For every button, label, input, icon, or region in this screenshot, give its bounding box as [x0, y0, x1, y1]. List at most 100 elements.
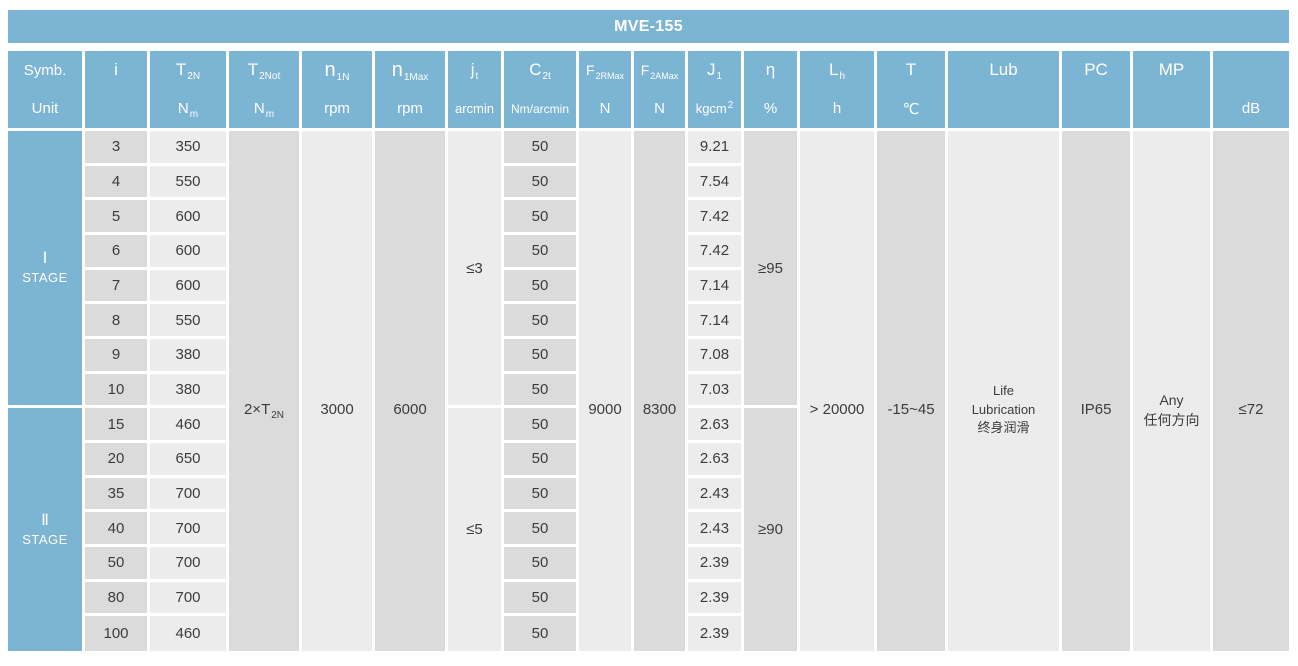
lub-span: Life Lubrication 终身润滑: [948, 131, 1062, 651]
c2t-cell: 50: [504, 546, 579, 582]
j1-cell: 2.63: [688, 408, 744, 443]
j1-cell: 7.14: [688, 269, 744, 305]
n1n-span: 3000: [302, 131, 375, 651]
t2n-cell: 650: [150, 442, 229, 478]
i-cell: 100: [85, 616, 150, 651]
i-cell: 7: [85, 269, 150, 305]
j1-cell: 9.21: [688, 131, 744, 166]
i-cell: 6: [85, 234, 150, 270]
header-col-Lub: Lub: [948, 51, 1062, 128]
jt-stage-2: ≤5: [448, 408, 504, 651]
c2t-cell: 50: [504, 234, 579, 270]
i-cell: 80: [85, 581, 150, 617]
header-col-T2N: T2N Nm: [150, 51, 229, 128]
c2t-cell: 50: [504, 269, 579, 305]
c2t-cell: 50: [504, 165, 579, 201]
eta-stage-2: ≥90: [744, 408, 800, 651]
db-span: ≤72: [1213, 131, 1289, 651]
pc-span: IP65: [1062, 131, 1133, 651]
header-col-J1: J1 kgcm2: [688, 51, 744, 128]
header-col-C2t: C2t Nm/arcmin: [504, 51, 579, 128]
stage-2-label: Ⅱ STAGE: [8, 408, 85, 651]
table-title: MVE-155: [8, 10, 1289, 43]
symbol-row-label: Symb.: [23, 61, 67, 79]
header-col-MP: MP: [1133, 51, 1213, 128]
header-col-i: i: [85, 51, 150, 128]
header-col-F2RMax: F2RMax N: [579, 51, 634, 128]
j1-cell: 2.39: [688, 581, 744, 617]
c2t-cell: 50: [504, 442, 579, 478]
jt-stage-1: ≤3: [448, 131, 504, 409]
i-cell: 50: [85, 546, 150, 582]
t2n-cell: 380: [150, 373, 229, 409]
j1-cell: 7.54: [688, 165, 744, 201]
j1-cell: 7.14: [688, 304, 744, 339]
header-col-T2Not: T2Not Nm: [229, 51, 302, 128]
t2n-cell: 460: [150, 408, 229, 443]
i-cell: 35: [85, 477, 150, 513]
header-col-n1Max: n1Max rpm: [375, 51, 448, 128]
c2t-cell: 50: [504, 200, 579, 235]
i-cell: 40: [85, 512, 150, 547]
c2t-cell: 50: [504, 338, 579, 374]
header-col-jt: jt arcmin: [448, 51, 504, 128]
t2not-span: 2×T2N: [229, 131, 302, 651]
j1-cell: 7.03: [688, 373, 744, 409]
t2n-cell: 700: [150, 512, 229, 547]
eta-stage-1: ≥95: [744, 131, 800, 409]
header-col-eta: η%: [744, 51, 800, 128]
t2n-cell: 600: [150, 200, 229, 235]
t2n-cell: 460: [150, 616, 229, 651]
t-span: -15~45: [877, 131, 948, 651]
unit-row-label: Unit: [31, 100, 59, 118]
header-col-PC: PC: [1062, 51, 1133, 128]
header-corner: Symb. Unit: [8, 51, 85, 128]
n1max-span: 6000: [375, 131, 448, 651]
table-body: Ⅰ STAGE ≤3 ≥95 3 350 50 9.21 4 550 50 7.54 5 600 50 7.4…: [8, 131, 1289, 651]
c2t-cell: 50: [504, 477, 579, 513]
i-cell: 8: [85, 304, 150, 339]
c2t-cell: 50: [504, 581, 579, 617]
c2t-cell: 50: [504, 616, 579, 651]
c2t-cell: 50: [504, 131, 579, 166]
header-col-n1N: n1N rpm: [302, 51, 375, 128]
c2t-cell: 50: [504, 408, 579, 443]
mp-span: Any 任何方向: [1133, 131, 1213, 651]
j1-cell: 2.39: [688, 546, 744, 582]
i-cell: 10: [85, 373, 150, 409]
header-col-dB: dB: [1213, 51, 1289, 128]
t2n-cell: 380: [150, 338, 229, 374]
table-header: Symb. Unit i T2N Nm T2Not Nm n1N rpm n1Max rpm jt…: [8, 51, 1289, 128]
stage-1-label: Ⅰ STAGE: [8, 131, 85, 409]
t2n-cell: 350: [150, 131, 229, 166]
j1-cell: 2.43: [688, 512, 744, 547]
i-cell: 3: [85, 131, 150, 166]
t2n-cell: 700: [150, 546, 229, 582]
f2amax-span: 8300: [634, 131, 688, 651]
t2n-cell: 550: [150, 304, 229, 339]
t2n-cell: 550: [150, 165, 229, 201]
j1-cell: 7.42: [688, 200, 744, 235]
f2rmax-span: 9000: [579, 131, 634, 651]
j1-cell: 2.63: [688, 442, 744, 478]
i-cell: 4: [85, 165, 150, 201]
t2n-cell: 700: [150, 477, 229, 513]
i-cell: 9: [85, 338, 150, 374]
i-cell: 20: [85, 442, 150, 478]
c2t-cell: 50: [504, 373, 579, 409]
t2n-cell: 600: [150, 269, 229, 305]
j1-cell: 2.39: [688, 616, 744, 651]
i-cell: 5: [85, 200, 150, 235]
t2n-cell: 700: [150, 581, 229, 617]
lh-span: > 20000: [800, 131, 877, 651]
j1-cell: 7.08: [688, 338, 744, 374]
spec-table: MVE-155 Symb. Unit i T2N Nm T2Not Nm n1N rpm n1…: [8, 10, 1289, 651]
j1-cell: 7.42: [688, 234, 744, 270]
c2t-cell: 50: [504, 512, 579, 547]
i-cell: 15: [85, 408, 150, 443]
header-col-Lh: Lh h: [800, 51, 877, 128]
header-col-F2AMax: F2AMax N: [634, 51, 688, 128]
j1-cell: 2.43: [688, 477, 744, 513]
c2t-cell: 50: [504, 304, 579, 339]
